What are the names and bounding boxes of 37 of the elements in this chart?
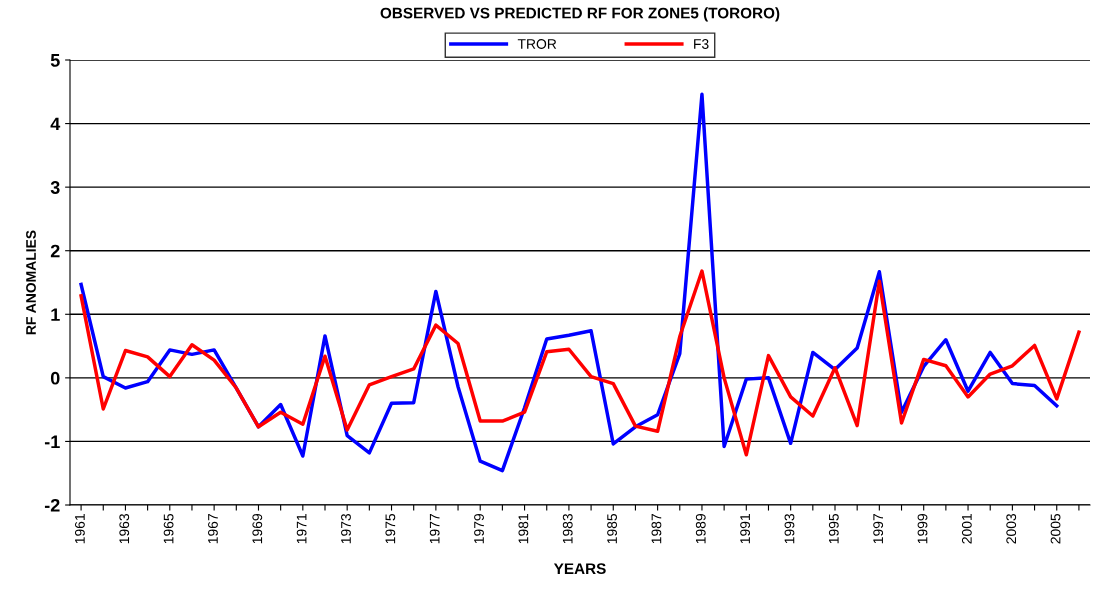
x-tick-label: 1975: [385, 513, 396, 544]
y-axis-title: RF ANOMALIES: [26, 230, 36, 335]
x-tick-label: 1985: [607, 513, 617, 544]
x-tick-label: 1993: [784, 513, 795, 544]
y-tick-label: 3: [50, 181, 60, 194]
x-tick-label: 2003: [1006, 513, 1017, 544]
y-tick-label: 0: [50, 371, 60, 385]
y-tick-label: 2: [50, 244, 60, 258]
x-axis-title: YEARS: [553, 563, 606, 575]
chart-title: OBSERVED VS PREDICTED RF FOR ZONE5 (TORORO): [380, 7, 780, 22]
legend-label: TROR: [517, 39, 557, 49]
x-tick-label: 1971: [296, 514, 307, 544]
line-series: [79, 269, 1081, 457]
x-tick-label: 1995: [828, 513, 839, 544]
x-tick-label: 1979: [474, 513, 484, 544]
y-tick-label: 5: [50, 54, 60, 67]
x-tick-label: 1977: [429, 514, 440, 544]
x-tick-label: 1981: [518, 514, 529, 544]
y-tick-label: 1: [51, 308, 60, 321]
x-tick-label: 1961: [74, 514, 85, 544]
x-tick-label: 1997: [873, 514, 884, 544]
x-tick-label: 1969: [252, 513, 263, 544]
x-tick-label: 1991: [740, 514, 751, 544]
y-tick-label: -1: [44, 435, 60, 448]
x-tick-label: 2005: [1050, 513, 1061, 544]
y-tick-label: 4: [50, 117, 61, 131]
x-tick-label: 1973: [341, 513, 351, 544]
y-tick-label: -2: [44, 498, 60, 512]
x-tick-label: 1967: [208, 514, 218, 544]
x-tick-label: 1963: [119, 513, 130, 544]
x-tick-label: 1989: [695, 513, 706, 544]
x-tick-label: 1965: [163, 513, 174, 544]
legend-label: F3: [694, 39, 709, 49]
x-tick-label: 1999: [917, 513, 928, 544]
x-tick-label: 1987: [651, 514, 662, 544]
x-tick-label: 2001: [961, 514, 972, 544]
x-tick-label: 1983: [562, 513, 573, 544]
